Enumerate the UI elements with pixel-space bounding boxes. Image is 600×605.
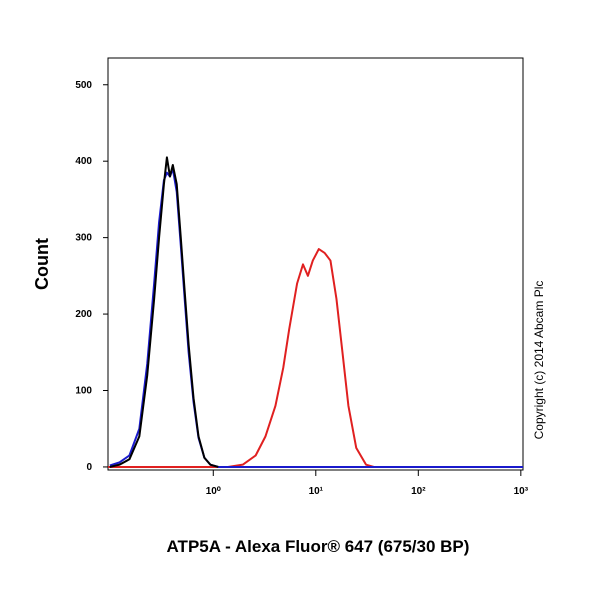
x-tick-label: 10² [411, 486, 426, 497]
copyright: Copyright (c) 2014 Abcam Plc [532, 281, 546, 440]
plot-frame [107, 57, 524, 471]
x-axis-label: ATP5A - Alexa Fluor® 647 (675/30 BP) [167, 537, 470, 556]
y-tick-label: 400 [75, 156, 92, 167]
x-tick-label: 10¹ [309, 486, 324, 497]
y-tick-label: 100 [75, 386, 92, 397]
histogram-line [108, 248, 523, 468]
y-tick-label: 0 [86, 462, 92, 473]
histogram-line [109, 167, 523, 468]
x-tick-label: 10³ [514, 486, 529, 497]
x-tick-label: 10⁰ [206, 486, 221, 497]
y-axis-label: Count [32, 238, 52, 290]
y-tick-label: 300 [75, 233, 92, 244]
histogram-line [109, 156, 219, 468]
y-tick-label: 500 [75, 80, 92, 91]
y-tick-label: 200 [75, 309, 92, 320]
